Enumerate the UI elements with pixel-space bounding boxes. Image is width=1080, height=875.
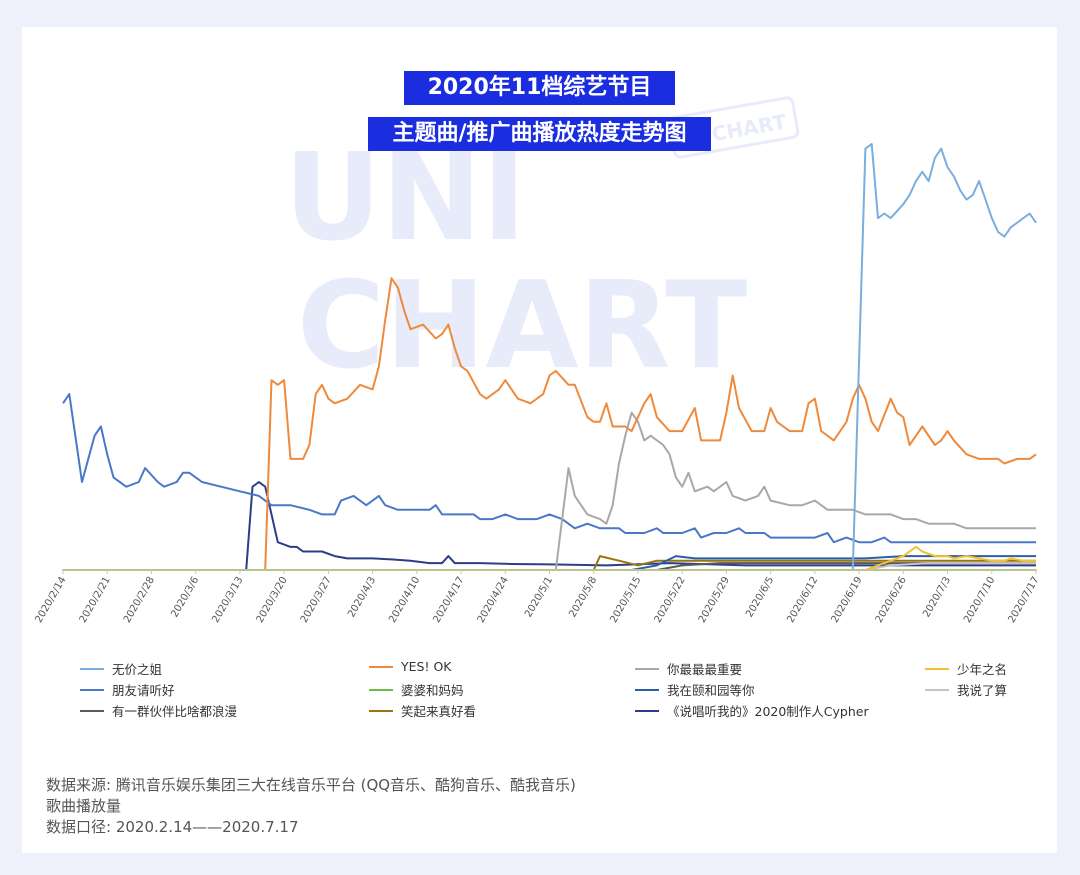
legend-swatch — [369, 665, 393, 668]
legend-swatch — [635, 709, 659, 712]
series-8-line — [865, 562, 1036, 571]
legend-swatch — [80, 688, 104, 691]
legend-label: 朋友请听好 — [112, 683, 175, 698]
line-chart: 2020/2/14 2020/2/21 2020/2/28 2020/3/6 2020/… — [33, 143, 1042, 625]
legend-swatch — [369, 709, 393, 712]
source-line-1: 数据来源: 腾讯音乐娱乐集团三大在线音乐平台 (QQ音乐、酷狗音乐、酷我音乐) — [46, 776, 576, 794]
data-source-note: 数据来源: 腾讯音乐娱乐集团三大在线音乐平台 (QQ音乐、酷狗音乐、酷我音乐) … — [46, 775, 576, 838]
legend-item-8: 我说了算 — [925, 680, 1007, 699]
legend-item-11: 《说唱听我的》2020制作人Cypher — [635, 701, 869, 720]
legend-label: 笑起来真好看 — [401, 704, 477, 719]
legend-item-10: 笑起来真好看 — [369, 701, 476, 720]
legend-item-7: 我在颐和园等你 — [635, 680, 755, 699]
legend-swatch — [635, 667, 659, 670]
legend-label: 少年之名 — [957, 662, 1008, 677]
legend-label: 婆婆和妈妈 — [401, 683, 464, 698]
legend-item-6: 婆婆和妈妈 — [369, 680, 464, 699]
legend-item-4: 少年之名 — [925, 659, 1007, 678]
chart-title: 2020年11档综艺节目 主题曲/推广曲播放热度走势图 — [22, 71, 1057, 151]
title-line-1: 2020年11档综艺节目 — [403, 71, 676, 105]
legend-label: 你最最最重要 — [667, 662, 743, 677]
legend-item-9: 有一群伙伴比啥都浪漫 — [80, 701, 237, 720]
legend-label: 《说唱听我的》2020制作人Cypher — [667, 704, 869, 719]
legend-label: 有一群伙伴比啥都浪漫 — [112, 704, 238, 719]
legend-label: 我说了算 — [957, 683, 1008, 698]
series-5-line — [62, 393, 1036, 544]
legend-label: 无价之姐 — [112, 662, 163, 677]
series-10-line — [592, 555, 1036, 571]
legend-swatch — [635, 688, 659, 691]
source-line-3: 数据口径: 2020.2.14——2020.7.17 — [46, 818, 299, 836]
legend-item-5: 朋友请听好 — [80, 680, 175, 699]
chart-card: UNI CHART CHART 2020年11档综艺节目 主题曲/推广曲播放热度… — [22, 27, 1057, 853]
legend-swatch — [80, 709, 104, 712]
series-3-line — [554, 411, 1036, 571]
series-layer — [62, 143, 1037, 571]
legend-label: 我在颐和园等你 — [667, 683, 755, 698]
legend-swatch — [80, 667, 104, 670]
legend-label: YES! OK — [401, 659, 452, 674]
title-line-2: 主题曲/推广曲播放热度走势图 — [368, 117, 711, 151]
legend-item-1: 无价之姐 — [80, 659, 162, 678]
legend-swatch — [369, 688, 393, 691]
legend-item-3: 你最最最重要 — [635, 659, 742, 678]
legend-item-2: YES! OK — [369, 659, 452, 674]
source-line-2: 歌曲播放量 — [46, 797, 122, 815]
chart-legend: 无价之姐 YES! OK 你最最最重要 少年之名朋友请听好 婆婆和妈妈 我在颐和园等你 我说… — [22, 27, 1057, 853]
series-11-line — [245, 481, 1036, 571]
legend-swatch — [925, 667, 949, 670]
series-2-line — [264, 277, 1037, 571]
series-4-line — [865, 545, 1036, 571]
series-1-line — [851, 143, 1037, 571]
legend-swatch — [925, 688, 949, 691]
